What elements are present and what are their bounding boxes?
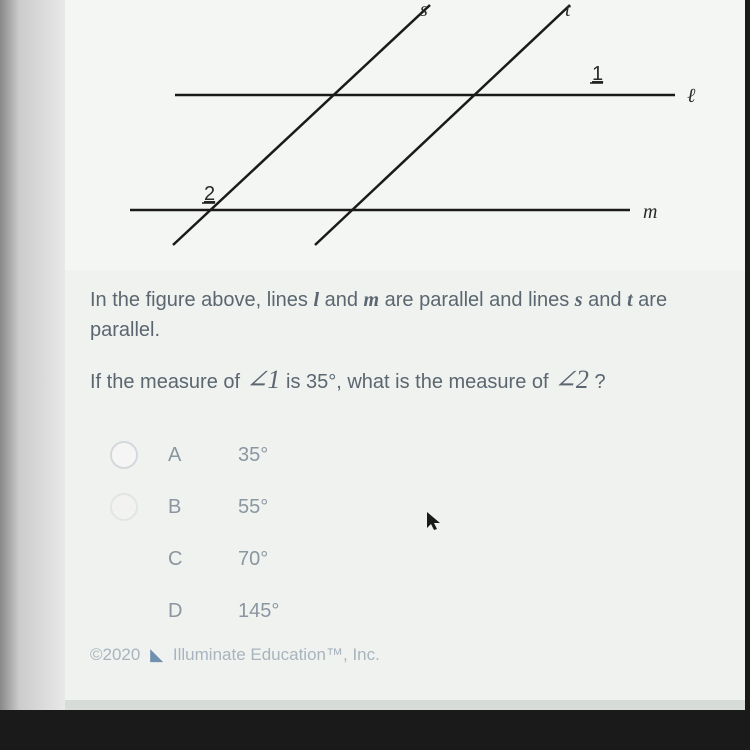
option-value-a: 35°	[238, 444, 268, 467]
option-letter-c: C	[168, 548, 238, 571]
label-s: s	[420, 0, 428, 21]
label-m: m	[643, 201, 657, 223]
footer: ©2020 ◣ Illuminate Education™, Inc.	[90, 645, 380, 665]
radio-b[interactable]	[110, 493, 138, 521]
label-l: ℓ	[687, 85, 696, 107]
geometry-diagram: s t ℓ m 1 2	[65, 0, 745, 270]
option-c[interactable]: C 70°	[90, 533, 720, 585]
label-t: t	[565, 0, 571, 21]
option-value-d: 145°	[238, 600, 279, 623]
q2-part-c: ?	[589, 371, 606, 393]
option-letter-d: D	[168, 600, 238, 623]
option-letter-a: A	[168, 444, 238, 467]
outer-frame: s t ℓ m 1 2 In the figure above, lines l…	[0, 0, 750, 750]
q2-angle-1: ∠1	[246, 365, 281, 394]
footer-logo-icon: ◣	[150, 645, 163, 664]
footer-company: Illuminate Education™, Inc.	[173, 645, 380, 664]
diagram-svg: s t ℓ m 1 2	[65, 0, 745, 270]
q2-part-b: is 35°, what is the measure of	[280, 371, 554, 393]
q1-var-s: s	[575, 289, 583, 311]
option-value-b: 55°	[238, 496, 268, 519]
q1-part-c: are parallel and lines	[379, 289, 575, 311]
question-line-2: If the measure of ∠1 is 35°, what is the…	[65, 350, 745, 419]
options-list: A 35° B 55° C 70° D 145°	[65, 419, 745, 647]
q2-angle-2: ∠2	[554, 365, 589, 394]
option-letter-b: B	[168, 496, 238, 519]
q1-part-a: In the figure above, lines	[90, 289, 313, 311]
q1-part-d: and	[583, 289, 627, 311]
option-value-c: 70°	[238, 548, 268, 571]
radio-a[interactable]	[110, 441, 138, 469]
question-line-1: In the figure above, lines l and m are p…	[65, 270, 745, 350]
option-a[interactable]: A 35°	[90, 429, 720, 481]
option-d[interactable]: D 145°	[90, 585, 720, 637]
left-edge	[0, 0, 65, 710]
screen-area: s t ℓ m 1 2 In the figure above, lines l…	[65, 0, 745, 710]
footer-year: ©2020	[90, 645, 140, 664]
option-b[interactable]: B 55°	[90, 481, 720, 533]
q2-part-a: If the measure of	[90, 371, 246, 393]
content-card: s t ℓ m 1 2 In the figure above, lines l…	[65, 0, 745, 700]
q1-var-m: m	[364, 289, 380, 311]
label-angle-2: 2	[204, 183, 215, 205]
q1-part-b: and	[319, 289, 363, 311]
label-angle-1: 1	[592, 63, 603, 85]
